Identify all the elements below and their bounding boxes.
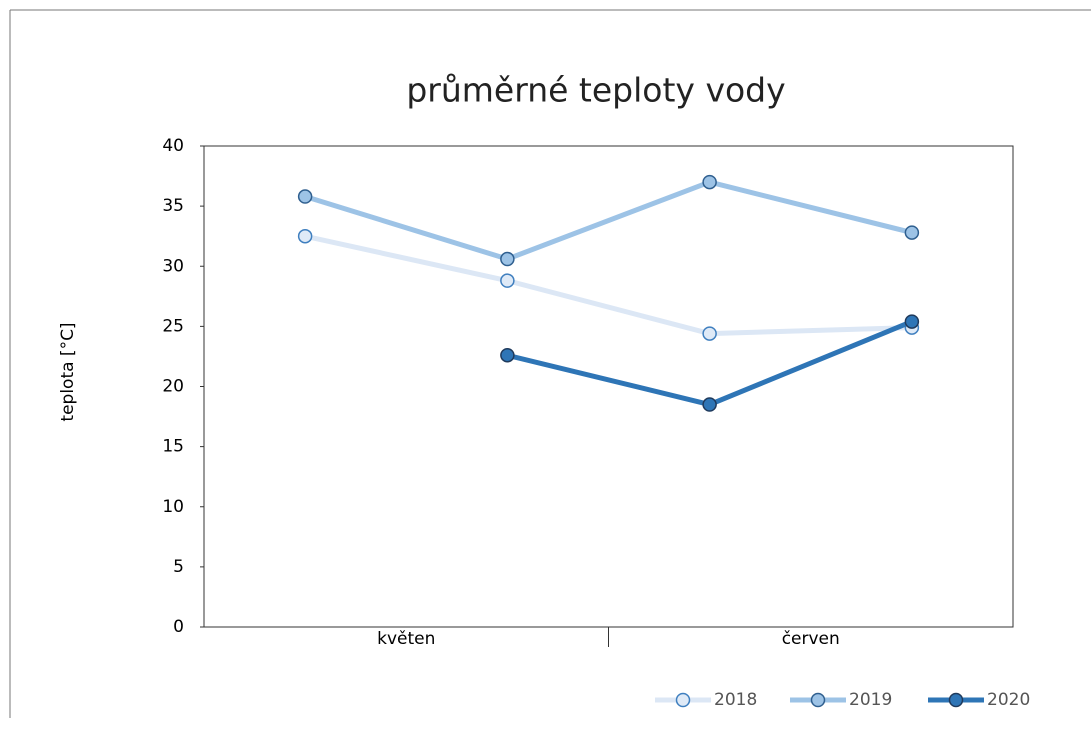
chart-title: průměrné teploty vody: [406, 71, 785, 110]
data-point: [702, 174, 717, 190]
y-tick-label: 10: [162, 497, 184, 517]
legend-marker: [675, 692, 691, 708]
data-point: [702, 397, 717, 412]
y-tick-label: 35: [162, 196, 184, 216]
y-tick-label: 40: [162, 136, 184, 156]
x-group-label: červen: [782, 629, 840, 649]
y-tick-label: 5: [173, 557, 184, 577]
y-tick-label: 20: [162, 377, 184, 397]
y-axis-label: teplota [°C]: [58, 322, 78, 421]
data-point: [904, 225, 920, 240]
y-tick-label: 15: [162, 437, 184, 457]
legend-marker: [810, 692, 826, 708]
legend-label: 2018: [714, 690, 757, 710]
legend-label: 2020: [987, 690, 1030, 710]
data-point: [904, 314, 920, 329]
series-line: [304, 179, 913, 262]
y-tick-label: 0: [173, 617, 184, 637]
data-point: [297, 228, 313, 244]
data-point: [500, 347, 515, 363]
data-point: [702, 326, 717, 341]
y-tick-label: 25: [162, 316, 184, 336]
data-point: [500, 251, 515, 267]
series-line: [304, 233, 912, 337]
legend-marker: [948, 692, 964, 708]
data-point: [500, 273, 515, 288]
data-point: [297, 189, 313, 204]
y-tick-label: 30: [162, 256, 184, 276]
x-group-label: květen: [377, 629, 435, 649]
legend-label: 2019: [849, 690, 892, 710]
